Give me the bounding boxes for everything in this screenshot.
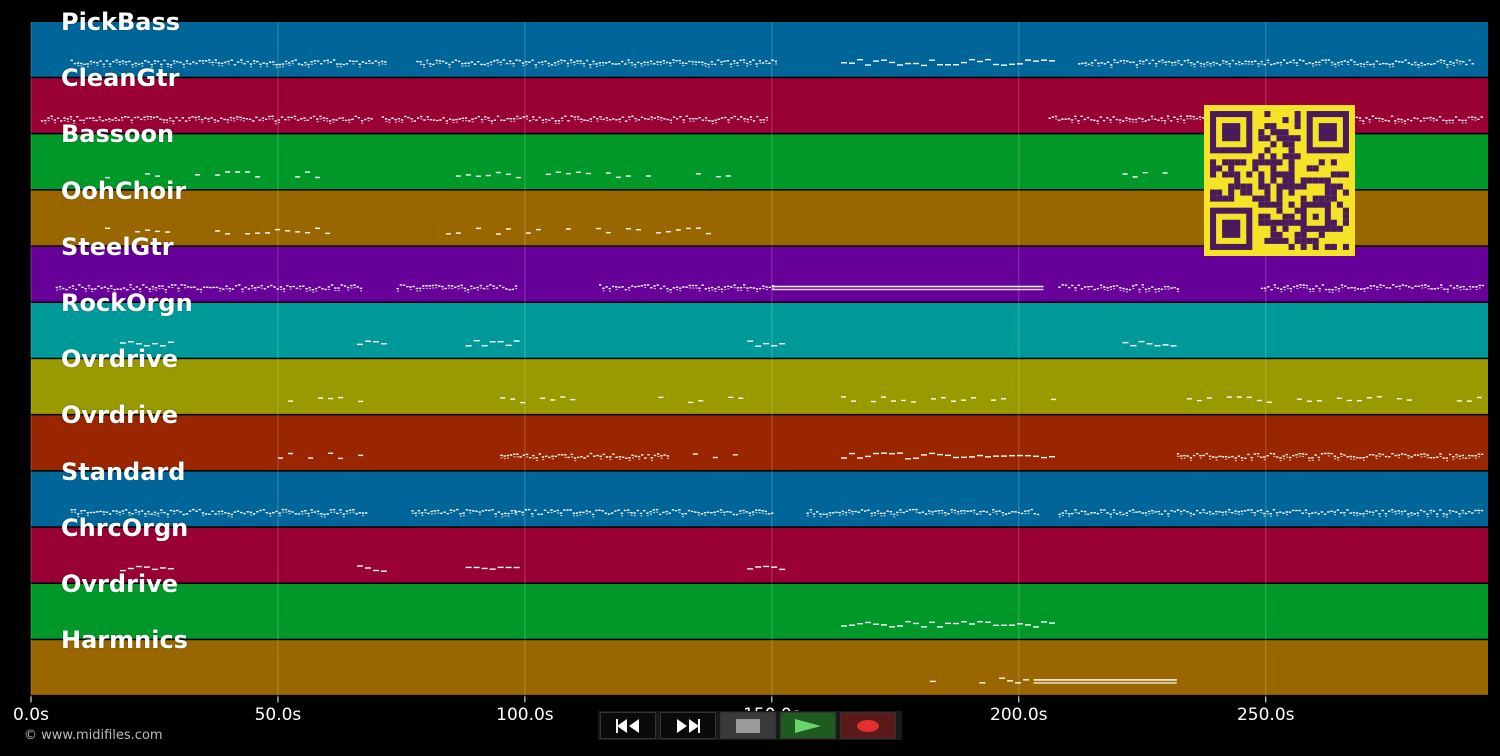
note-segment xyxy=(1058,284,1180,293)
track-band-bg xyxy=(31,415,1488,471)
note-segment xyxy=(288,396,364,403)
track-label: Standard xyxy=(61,457,186,486)
track-band xyxy=(31,246,1488,302)
note-segment xyxy=(840,396,1056,403)
track-band xyxy=(31,22,1488,77)
note-segment xyxy=(411,508,517,518)
note-segment xyxy=(465,339,520,347)
note-segment xyxy=(416,59,778,69)
note-segment xyxy=(278,452,364,460)
note-segment xyxy=(396,284,518,293)
note-segment xyxy=(105,171,321,179)
note-segment xyxy=(929,680,936,683)
note-segment xyxy=(465,566,520,570)
note-segment xyxy=(1122,171,1168,178)
track-band-bg xyxy=(31,527,1488,583)
rewind-button[interactable] xyxy=(600,712,656,739)
note-segment xyxy=(381,115,769,125)
tick-label: 200.0s xyxy=(990,705,1048,725)
rewind-icon xyxy=(616,718,639,733)
note-segment xyxy=(55,284,363,293)
track-label: OohChoir xyxy=(61,176,187,205)
track-band-bg xyxy=(31,359,1488,414)
track-band xyxy=(31,527,1488,583)
note-segment xyxy=(445,227,711,235)
track-band xyxy=(31,415,1488,471)
note-segment xyxy=(500,452,670,462)
note-segment xyxy=(70,508,368,518)
play-button[interactable] xyxy=(780,712,836,739)
note-segment xyxy=(40,115,373,125)
track-band xyxy=(31,471,1488,527)
transport-bar xyxy=(598,711,902,740)
track-band-bg xyxy=(31,303,1488,358)
fast-forward-button[interactable] xyxy=(660,712,716,739)
note-segment xyxy=(119,341,174,347)
track-label: Bassoon xyxy=(61,120,175,149)
note-segment xyxy=(747,340,786,347)
track-band-bg xyxy=(31,640,1488,695)
play-icon xyxy=(795,718,821,733)
note-segment xyxy=(515,508,774,518)
track-band xyxy=(31,584,1488,639)
note-segment xyxy=(70,59,387,68)
tick-label: 100.0s xyxy=(496,705,554,725)
track-band xyxy=(31,640,1488,695)
note-segment xyxy=(500,396,576,404)
track-band-bg xyxy=(31,471,1488,527)
track-band xyxy=(31,303,1488,358)
note-segment xyxy=(692,453,738,459)
stop-button[interactable] xyxy=(720,712,776,739)
note-segment xyxy=(658,396,744,404)
track-label: SteelGtr xyxy=(61,232,174,261)
note-segment xyxy=(840,452,1055,460)
note-segment xyxy=(1033,679,1177,684)
note-segment xyxy=(1058,508,1484,518)
note-segment xyxy=(999,677,1030,684)
track-label: Ovrdrive xyxy=(61,570,179,598)
note-segment xyxy=(840,620,1055,628)
note-segment xyxy=(840,58,1055,67)
tick-label: 0.0s xyxy=(13,705,49,725)
note-segment xyxy=(119,565,174,572)
track-label: PickBass xyxy=(61,8,181,36)
note-segment xyxy=(598,284,775,293)
note-segment xyxy=(1186,396,1482,403)
record-icon xyxy=(857,719,879,732)
qr-code-icon xyxy=(1204,105,1355,256)
copyright-notice: © www.midifiles.com xyxy=(24,728,163,743)
note-segment xyxy=(771,285,1044,291)
note-segment xyxy=(105,227,331,235)
record-button[interactable] xyxy=(840,712,896,739)
note-segment xyxy=(1122,340,1177,347)
track-label: RockOrgn xyxy=(61,289,193,317)
track-band-bg xyxy=(31,22,1488,77)
note-segment xyxy=(979,682,986,684)
stop-icon xyxy=(736,718,760,733)
note-segment xyxy=(455,171,731,179)
note-segment xyxy=(356,340,387,346)
note-segment xyxy=(1078,59,1475,69)
track-label: Ovrdrive xyxy=(61,345,179,374)
fast-forward-icon xyxy=(677,718,700,733)
note-segment xyxy=(747,565,786,571)
note-segment xyxy=(1260,284,1485,293)
note-segment xyxy=(806,508,1040,518)
note-segment xyxy=(356,565,387,572)
note-segment xyxy=(1176,452,1484,462)
track-band-bg xyxy=(31,584,1488,639)
track-label: CleanGtr xyxy=(61,64,180,93)
track-label: Harmnics xyxy=(61,626,188,655)
track-label: ChrcOrgn xyxy=(61,513,189,542)
tick-label: 250.0s xyxy=(1236,705,1295,725)
track-label: Ovrdrive xyxy=(61,401,179,430)
track-band xyxy=(31,359,1488,414)
tick-label: 50.0s xyxy=(254,705,302,725)
